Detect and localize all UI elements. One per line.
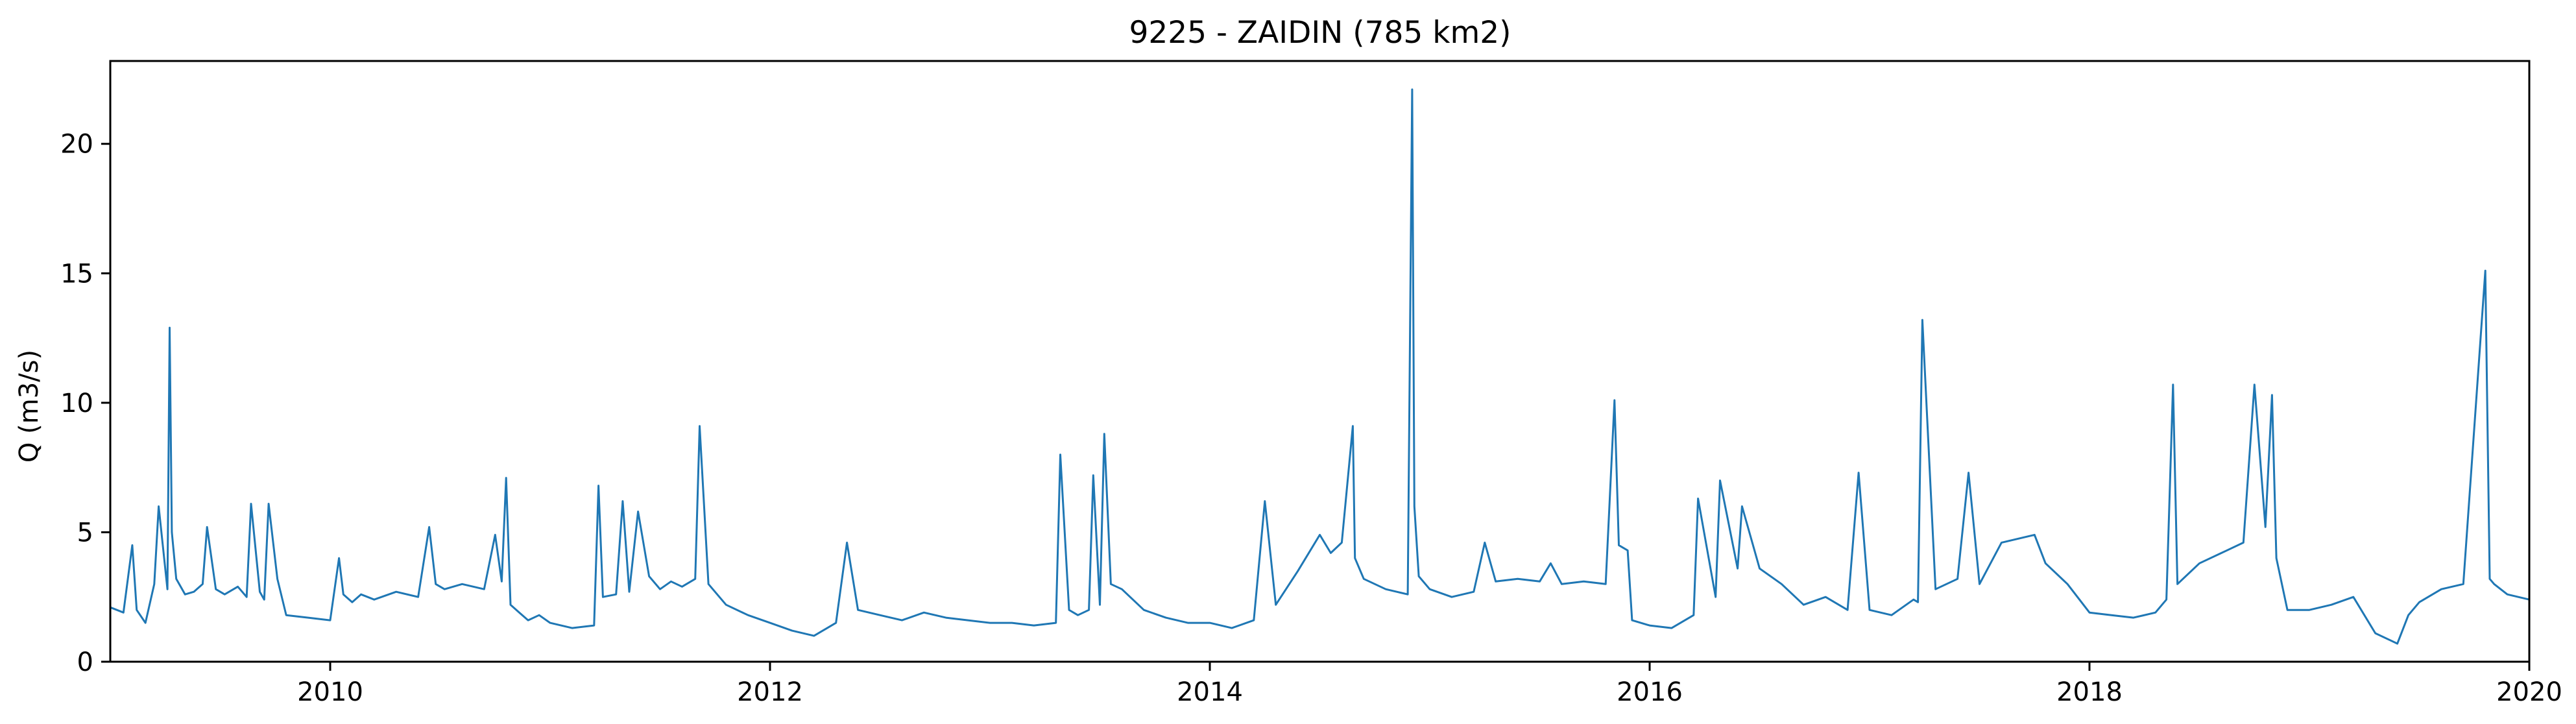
plot-area xyxy=(110,88,2530,645)
y-tick-label: 0 xyxy=(77,647,93,677)
y-tick-label: 15 xyxy=(60,259,93,289)
y-axis-label: Q (m3/s) xyxy=(14,350,44,463)
x-tick-label: 2010 xyxy=(297,677,363,707)
y-tick-label: 5 xyxy=(77,518,93,548)
x-tick-label: 2012 xyxy=(737,677,803,707)
chart-title: 9225 - ZAIDIN (785 km2) xyxy=(1129,15,1511,51)
x-tick-label: 2014 xyxy=(1177,677,1243,707)
x-tick-label: 2020 xyxy=(2496,677,2562,707)
plot-frame xyxy=(109,60,2531,663)
axis-ticks: 2010 2012 2014 2016 2018 2020 0 5 10 15 20 xyxy=(60,130,2562,707)
series-line-0 xyxy=(110,88,2530,645)
y-tick-label: 20 xyxy=(60,130,93,160)
x-tick-label: 2018 xyxy=(2056,677,2123,707)
x-tick-label: 2016 xyxy=(1617,677,1683,707)
y-tick-label: 10 xyxy=(60,389,93,418)
